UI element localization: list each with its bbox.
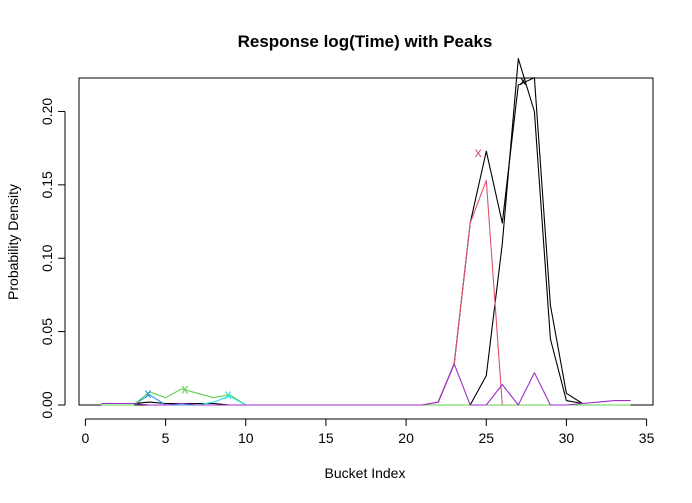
series-line-7	[101, 363, 631, 406]
x-axis: 0 5 10 15 20 25 30 35	[82, 418, 655, 446]
x-tick-label: 5	[162, 430, 170, 446]
x-axis-label: Bucket Index	[325, 465, 406, 481]
peak-marker: x	[225, 386, 232, 402]
peak-marker: x	[181, 380, 188, 396]
y-axis: 0.00 0.05 0.10 0.15 0.20	[39, 98, 66, 419]
x-tick-label: 15	[318, 430, 334, 446]
peak-marker: x	[475, 144, 482, 160]
y-tick-label: 0.10	[39, 244, 55, 271]
peak-marker: x	[520, 72, 527, 88]
peak-marker-layer: x x x x x	[144, 72, 526, 402]
x-tick-label: 30	[559, 430, 575, 446]
series-line-2	[437, 77, 583, 404]
series-line-1	[101, 58, 583, 406]
peak-marker: x	[144, 385, 151, 401]
y-tick-label: 0.15	[39, 171, 55, 198]
y-tick-label: 0.00	[39, 391, 55, 418]
x-tick-label: 25	[478, 430, 494, 446]
plot-area-frame	[78, 77, 654, 406]
x-tick-label: 20	[398, 430, 414, 446]
x-tick-label: 35	[639, 430, 655, 446]
y-axis-label: Probability Density	[5, 184, 21, 300]
chart-title: Response log(Time) with Peaks	[238, 32, 493, 51]
y-tick-label: 0.20	[39, 98, 55, 125]
x-tick-label: 10	[238, 430, 254, 446]
x-tick-label: 0	[82, 430, 90, 446]
series-line-3	[406, 179, 535, 406]
series-layer	[101, 58, 631, 406]
y-tick-label: 0.05	[39, 318, 55, 345]
